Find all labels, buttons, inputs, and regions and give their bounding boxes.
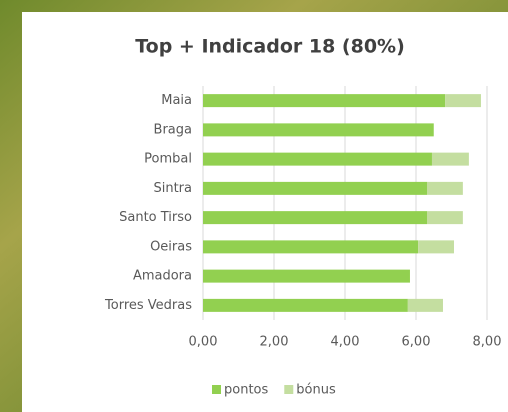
chart-title: Top + Indicador 18 (80%): [135, 36, 405, 58]
bar-segment: [203, 211, 427, 224]
x-tick-label: 2,00: [260, 335, 289, 350]
legend-label: bónus: [296, 383, 336, 398]
y-tick-label: Oeiras: [150, 239, 192, 254]
bar-segment: [203, 153, 432, 166]
chart: Top + Indicador 18 (80%) 0,00 2,00 4,00 6,0…: [0, 0, 508, 412]
legend-label: pontos: [224, 383, 268, 398]
bar-segment: [203, 270, 410, 283]
x-tick-label: 0,00: [189, 335, 218, 350]
bar-segment: [203, 123, 434, 136]
y-tick-label: Braga: [154, 122, 192, 137]
bar-segment: [203, 240, 418, 253]
bar-segment: [203, 182, 427, 195]
bar-segment: [408, 299, 443, 312]
bar-segment: [427, 211, 463, 224]
x-tick-label: 4,00: [331, 335, 360, 350]
y-tick-label: Sintra: [153, 181, 192, 196]
y-tick-label: Santo Tirso: [119, 210, 192, 225]
y-tick-label: Amadora: [133, 269, 192, 284]
y-tick-label: Torres Vedras: [104, 298, 192, 313]
legend-swatch: [284, 385, 293, 394]
bar-segment: [203, 299, 408, 312]
bar-segment: [427, 182, 463, 195]
legend-swatch: [212, 385, 221, 394]
bar-segment: [203, 94, 445, 107]
bar-segment: [445, 94, 481, 107]
x-tick-label: 8,00: [473, 335, 502, 350]
y-tick-label: Pombal: [144, 152, 192, 167]
page: {"chart_data": {"type": "stacked-barh", …: [0, 0, 508, 412]
bar-segment: [418, 240, 454, 253]
y-tick-label: Maia: [161, 93, 192, 108]
bar-segment: [432, 153, 469, 166]
x-tick-label: 6,00: [402, 335, 431, 350]
